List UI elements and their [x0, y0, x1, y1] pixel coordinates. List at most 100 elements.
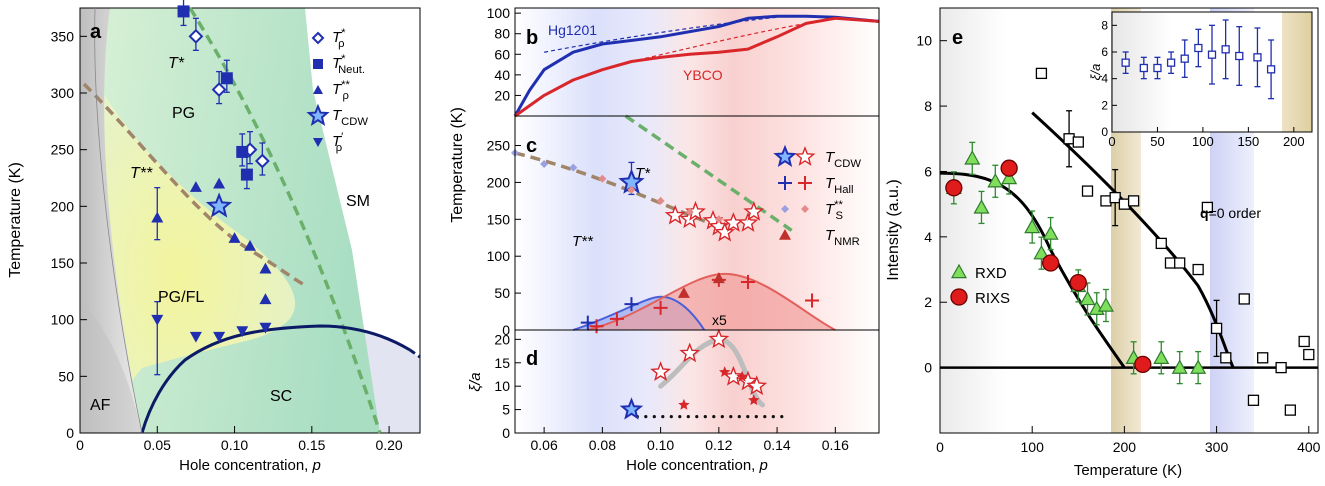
label-ybco: YBCO [683, 67, 723, 83]
inset-ylabel: ξ/a [1088, 64, 1103, 81]
e-point-0-4 [1001, 169, 1018, 185]
a-legend-marker-4 [313, 138, 323, 147]
panel-a-xlabel-prefix: Hole concentration, [179, 457, 312, 474]
e-point-1-0 [945, 179, 963, 197]
c-legend-label-3: TNMR [825, 227, 860, 248]
a-point-2-1 [189, 181, 202, 192]
e-point-2-20 [1298, 335, 1310, 348]
e-point-2-14 [1220, 352, 1232, 364]
e-point-2-4 [1100, 195, 1112, 207]
e-point-1-1 [1000, 159, 1018, 177]
a-point-2-4 [244, 240, 256, 251]
a-legend-label-3-sub: CDW [341, 116, 368, 128]
c-hg-dome-line [572, 295, 706, 331]
e-point-0-14 [1171, 359, 1188, 374]
inset-ytick-label: 8 [1101, 18, 1108, 32]
panel-d-ylabel: ξ/a [467, 372, 484, 391]
d-point-0-0 [650, 361, 672, 381]
d-point-0-2 [708, 328, 730, 349]
b-ytick-label: 100 [487, 5, 511, 21]
a-legend-label-1-base: T [332, 55, 343, 72]
c-legend-label-1-base: T [825, 175, 836, 192]
e-ytick-label: 4 [924, 229, 932, 245]
c-t-star-label: T* [635, 165, 651, 182]
a-ytick-label: 200 [51, 198, 75, 214]
t-star-label: T* [168, 55, 185, 72]
e-legend-marker-rxd [950, 263, 968, 279]
a-legend-label-1: T* Neut. [332, 53, 365, 76]
e-point-2-3 [1081, 185, 1094, 197]
c-point-2-1 [624, 297, 639, 312]
e-point-1-2 [1041, 254, 1060, 272]
e-point-2-17 [1257, 352, 1269, 364]
e-point-2-5 [1109, 191, 1121, 204]
inset-point-4 [1180, 54, 1189, 63]
c-legend-marker-1-0 [778, 176, 792, 190]
e-xtick-label: 0 [936, 439, 944, 455]
e-point-0-9 [1079, 290, 1096, 306]
e-ytick-label: 8 [924, 98, 932, 114]
t-double-star-label: T** [130, 165, 153, 182]
c-ytick-label: 200 [487, 174, 511, 190]
a-legend-label-0-sup: * [341, 27, 346, 39]
inset-point-0 [1121, 58, 1130, 67]
d-dot [695, 415, 699, 419]
c-t-double-star-label: T** [572, 233, 594, 250]
af-boundary [94, 7, 143, 434]
band-gray [940, 8, 1006, 433]
label-hg1201: Hg1201 [548, 22, 597, 38]
inset-xtick-label: 200 [1283, 134, 1305, 149]
e-point-2-0 [1035, 67, 1048, 80]
c-point-5-1 [712, 272, 725, 284]
c-legend-label-0-base: T [825, 149, 836, 166]
c-point-1-8 [743, 200, 765, 221]
a-point-1-0 [177, 5, 190, 18]
q-order-label: q=0 order [1200, 205, 1261, 221]
bcd-xtick-label: 0.14 [763, 437, 790, 453]
e-point-2-1 [1063, 133, 1075, 145]
t-star-line [188, 7, 382, 434]
bcd-xtick-label: 0.08 [589, 437, 616, 453]
inset-xtick-label: 0 [1108, 134, 1115, 149]
c-point-4-3 [598, 174, 607, 183]
c-point-3-2 [653, 300, 668, 315]
b-ytick-label: 40 [494, 67, 510, 83]
d-ytick-label: 5 [502, 402, 510, 418]
inset-point-6 [1207, 50, 1217, 59]
inset-ytick-label: 6 [1101, 45, 1108, 59]
c-point-1-0 [664, 204, 686, 225]
e-point-2-13 [1210, 322, 1223, 335]
region-pg-label: PG [172, 105, 195, 122]
e-point-0-15 [1190, 359, 1207, 374]
panel-a-ylabel: Temperature (K) [7, 162, 24, 278]
d-point-2-0 [619, 397, 644, 420]
c-x5-label: x5 [712, 312, 727, 328]
panel-e-xlabel: Temperature (K) [1074, 462, 1182, 479]
c-ytick-label: 0 [502, 322, 510, 338]
c-legend-label-3-base: T [825, 227, 836, 244]
inset-ytick-label: 0 [1101, 125, 1108, 139]
panel-b-letter: b [526, 27, 538, 49]
c-ytick-label: 250 [487, 138, 511, 154]
e-point-1-4 [1134, 355, 1152, 373]
e-xtick-label: 100 [1021, 439, 1045, 455]
b-dash-ybco [631, 22, 807, 63]
e-point-2-15 [1238, 293, 1250, 305]
inset-band-tan [1282, 12, 1312, 132]
c-point-3-4 [740, 275, 755, 290]
d-dot [703, 415, 707, 419]
c-legend-label-2: T** S [825, 199, 844, 222]
e-xtick-label: 400 [1297, 439, 1321, 455]
e-point-2-19 [1284, 404, 1296, 416]
e-ytick-label: 0 [924, 360, 932, 376]
e-point-0-6 [1033, 244, 1050, 260]
region-sm-label: SM [346, 193, 370, 210]
c-legend-label-0-sub: CDW [834, 158, 861, 170]
c-point-4-2 [569, 163, 578, 172]
t-double-star-line [82, 82, 304, 286]
a-legend-label-2-sup: ** [341, 79, 350, 91]
inset-point-1 [1139, 63, 1148, 73]
yellow-pgfl-region [85, 84, 296, 433]
a-point-0-1 [211, 82, 227, 98]
d-dot [661, 415, 665, 419]
